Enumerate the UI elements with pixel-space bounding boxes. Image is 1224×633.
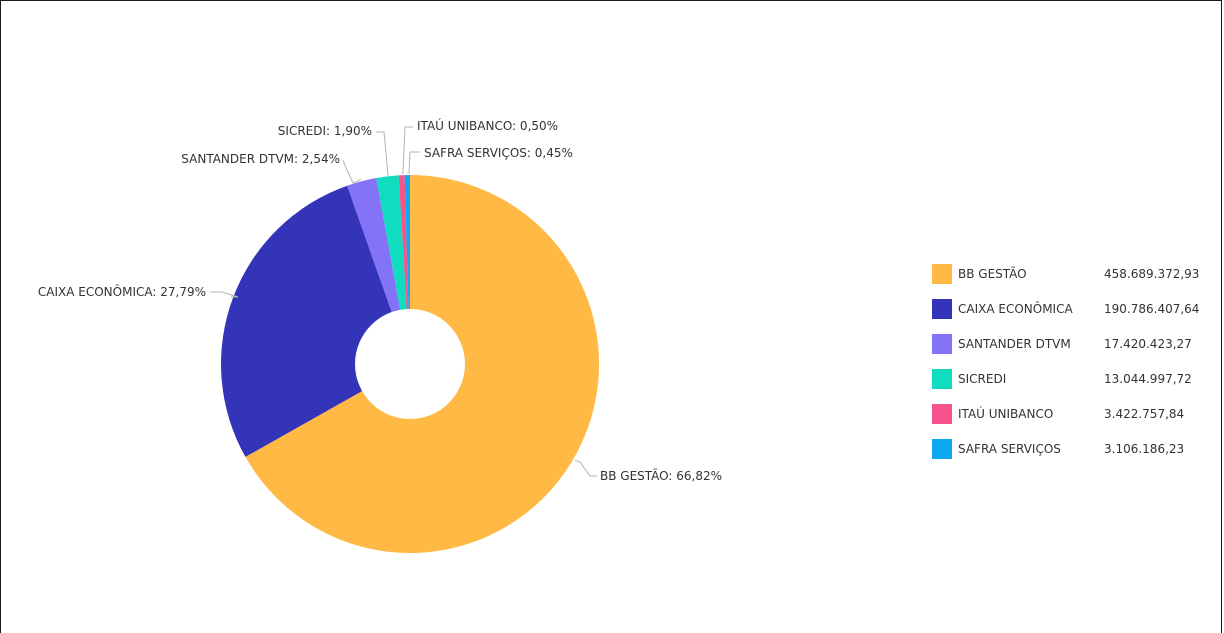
legend-item-bb-gestao[interactable]: BB GESTÃO 458.689.372,93 xyxy=(932,264,1199,284)
legend-swatch xyxy=(932,264,952,284)
donut-chart: BB GESTÃO: 66,82% CAIXA ECONÔMICA: 27,79… xyxy=(38,118,722,553)
legend-swatch xyxy=(932,439,952,459)
legend-value: 17.420.423,27 xyxy=(1104,337,1192,351)
legend-name: SANTANDER DTVM xyxy=(958,337,1071,351)
slice-label-santander-dtvm: SANTANDER DTVM: 2,54% xyxy=(181,152,340,166)
legend-name: ITAÚ UNIBANCO xyxy=(958,407,1054,421)
leader-line-sicredi xyxy=(376,131,389,177)
slice-label-caixa-economica: CAIXA ECONÔMICA: 27,79% xyxy=(38,284,206,299)
chart-legend: BB GESTÃO 458.689.372,93 CAIXA ECONÔMICA… xyxy=(932,264,1199,474)
legend-name: SICREDI xyxy=(958,372,1007,386)
slice-label-bb-gestao: BB GESTÃO: 66,82% xyxy=(600,468,722,483)
slice-label-itau-unibanco: ITAÚ UNIBANCO: 0,50% xyxy=(417,118,558,133)
leader-line-itau-unibanco xyxy=(401,126,413,174)
leader-line-safra-servicos xyxy=(407,151,420,174)
legend-name: BB GESTÃO xyxy=(958,267,1027,281)
legend-item-santander-dtvm[interactable]: SANTANDER DTVM 17.420.423,27 xyxy=(932,334,1192,354)
legend-item-caixa-economica[interactable]: CAIXA ECONÔMICA 190.786.407,64 xyxy=(932,299,1199,319)
leader-line-caixa-economica xyxy=(210,291,239,298)
legend-value: 190.786.407,64 xyxy=(1104,302,1200,316)
legend-name: CAIXA ECONÔMICA xyxy=(958,302,1073,316)
slice-label-safra-servicos: SAFRA SERVIÇOS: 0,45% xyxy=(424,146,573,160)
legend-item-safra-servicos[interactable]: SAFRA SERVIÇOS 3.106.186,23 xyxy=(932,439,1192,459)
legend-swatch xyxy=(932,299,952,319)
legend-value: 13.044.997,72 xyxy=(1104,372,1192,386)
legend-name: SAFRA SERVIÇOS xyxy=(958,442,1061,456)
legend-value: 3.422.757,84 xyxy=(1104,407,1185,421)
legend-item-sicredi[interactable]: SICREDI 13.044.997,72 xyxy=(932,369,1192,389)
legend-swatch xyxy=(932,369,952,389)
slice-labels: BB GESTÃO: 66,82% CAIXA ECONÔMICA: 27,79… xyxy=(38,118,722,483)
slice-label-sicredi: SICREDI: 1,90% xyxy=(278,124,372,138)
legend-value: 458.689.372,93 xyxy=(1104,267,1200,281)
legend-swatch xyxy=(932,334,952,354)
leader-line-santander-dtvm xyxy=(342,159,362,184)
legend-swatch xyxy=(932,404,952,424)
leader-lines xyxy=(210,126,597,477)
leader-line-bb-gestao xyxy=(574,459,597,477)
legend-item-itau-unibanco[interactable]: ITAÚ UNIBANCO 3.422.757,84 xyxy=(932,404,1192,424)
legend-value: 3.106.186,23 xyxy=(1104,442,1185,456)
donut-hole xyxy=(355,309,465,419)
